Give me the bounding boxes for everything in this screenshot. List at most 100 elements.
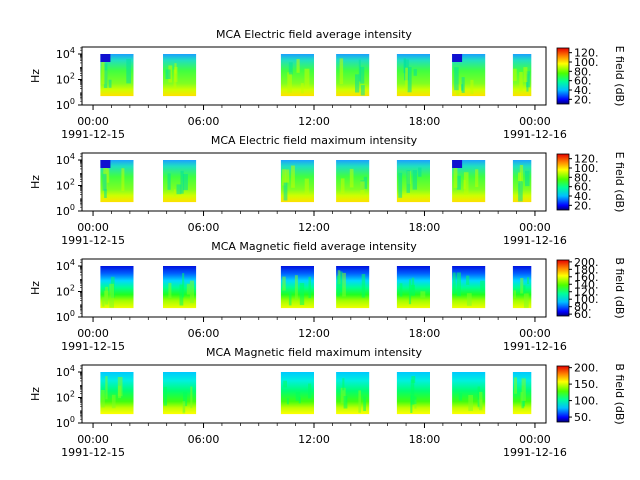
x-tick-label: 00:00 bbox=[77, 221, 109, 234]
colorbar-tick-label: 50. bbox=[574, 411, 592, 424]
x-tick-date: 1991-12-15 bbox=[61, 340, 125, 353]
spectrogram-texture bbox=[190, 386, 193, 409]
spectrogram-texture bbox=[282, 169, 286, 186]
spectrogram-texture bbox=[475, 169, 479, 188]
spectrogram-texture bbox=[527, 277, 530, 284]
spectrogram-texture bbox=[518, 172, 522, 184]
y-axis-label: Hz bbox=[29, 281, 42, 295]
x-tick-label: 18:00 bbox=[409, 115, 441, 128]
spectrogram-texture bbox=[106, 168, 110, 183]
spectrogram-texture bbox=[349, 168, 354, 188]
spectrogram-texture bbox=[189, 280, 194, 304]
spectrogram-texture bbox=[121, 168, 125, 191]
spectrogram-texture bbox=[163, 386, 167, 406]
colorbar-tick-label: 180. bbox=[574, 263, 599, 276]
spectrogram-texture bbox=[173, 189, 176, 197]
colorbar-tick-label: 100. bbox=[574, 56, 599, 69]
spectrogram-texture bbox=[111, 394, 116, 409]
colorbar-label: E field (dB) bbox=[613, 46, 626, 107]
spectrogram-texture bbox=[414, 399, 417, 409]
colorbar bbox=[556, 153, 570, 211]
y-tick-label: 100 bbox=[56, 415, 75, 430]
colorbar-tick-label: 120. bbox=[574, 153, 599, 166]
spectrogram-texture bbox=[304, 68, 310, 89]
spectrogram-texture bbox=[283, 380, 287, 388]
spectrogram-texture bbox=[413, 69, 417, 76]
spectrogram-texture bbox=[179, 284, 184, 306]
spectrogram-texture bbox=[287, 72, 292, 93]
spectrogram-texture bbox=[452, 272, 456, 294]
colorbar-tick-label: 60. bbox=[574, 181, 592, 194]
x-tick-date: 1991-12-16 bbox=[503, 234, 567, 247]
spectrogram-texture bbox=[513, 290, 516, 299]
spectrogram-texture bbox=[408, 279, 412, 305]
chart-panel-1: MCA Electric field average intensity 100 1… bbox=[29, 28, 626, 141]
spectrogram-texture bbox=[418, 167, 422, 177]
x-tick-date: 1991-12-16 bbox=[503, 340, 567, 353]
colorbar-tick-label: 40. bbox=[574, 190, 592, 203]
x-tick-label: 00:00 bbox=[519, 327, 551, 340]
spectrogram-texture bbox=[174, 63, 177, 74]
x-tick-label: 06:00 bbox=[188, 115, 220, 128]
spectrogram-texture bbox=[406, 170, 410, 193]
spectrogram-texture bbox=[165, 69, 171, 79]
colorbar-tick-label: 100. bbox=[574, 395, 599, 408]
spectrogram-texture bbox=[304, 178, 309, 195]
y-axis-label: Hz bbox=[29, 69, 42, 83]
spectrogram-texture bbox=[180, 170, 184, 194]
spectrogram-texture bbox=[458, 393, 463, 401]
spectrogram-texture bbox=[454, 67, 459, 91]
y-tick-label: 102 bbox=[56, 284, 75, 299]
spectrogram-texture bbox=[291, 165, 295, 188]
y-tick-label: 102 bbox=[56, 390, 75, 405]
spectrogram-texture bbox=[461, 77, 465, 93]
spectrogram-texture bbox=[176, 184, 182, 195]
spectrogram-low-patch bbox=[100, 160, 111, 168]
y-tick-label: 102 bbox=[56, 178, 75, 193]
spectrogram-low-patch bbox=[452, 160, 463, 168]
y-tick-label: 104 bbox=[56, 364, 75, 379]
spectrogram-texture bbox=[294, 275, 298, 300]
spectrogram-texture bbox=[343, 396, 348, 409]
spectrogram-texture bbox=[300, 83, 304, 94]
y-tick-label: 100 bbox=[56, 97, 75, 112]
spectrogram-texture bbox=[514, 377, 517, 394]
spectrogram-texture bbox=[363, 396, 366, 411]
spectrogram-texture bbox=[186, 283, 190, 295]
spectrogram-texture bbox=[103, 63, 108, 88]
spectrogram-texture bbox=[360, 181, 365, 195]
spectrogram-texture bbox=[340, 178, 345, 194]
spectrogram-texture bbox=[410, 284, 415, 296]
spectrogram-texture bbox=[339, 58, 344, 85]
x-tick-label: 00:00 bbox=[519, 433, 551, 446]
spectrogram-texture bbox=[174, 67, 178, 82]
colorbar-tick-label: 80. bbox=[574, 171, 592, 184]
spectrogram-texture bbox=[336, 275, 340, 297]
colorbar-tick-label: 80. bbox=[574, 65, 592, 78]
spectrogram-low-patch bbox=[452, 54, 463, 62]
spectrogram-texture bbox=[512, 68, 517, 82]
colorbar-tick-label: 200. bbox=[574, 362, 599, 375]
spectrogram-texture bbox=[398, 172, 403, 198]
y-tick-label: 100 bbox=[56, 309, 75, 324]
spectrogram-texture bbox=[288, 292, 292, 306]
spectrogram-texture bbox=[360, 66, 365, 84]
colorbar-tick-label: 200. bbox=[574, 256, 599, 269]
spectrogram-texture bbox=[358, 390, 361, 413]
x-tick-label: 00:00 bbox=[519, 221, 551, 234]
colorbar-tick-label: 160. bbox=[574, 271, 599, 284]
spectrogram-texture bbox=[407, 67, 412, 93]
spectrogram-texture bbox=[339, 271, 343, 292]
y-tick-label: 104 bbox=[56, 258, 75, 273]
y-tick-label: 104 bbox=[56, 152, 75, 167]
colorbar-tick-label: 60. bbox=[574, 308, 592, 321]
y-tick-label: 100 bbox=[56, 203, 75, 218]
spectrogram-texture bbox=[105, 376, 108, 400]
colorbar-tick-label: 120. bbox=[574, 286, 599, 299]
y-axis-label: Hz bbox=[29, 387, 42, 401]
x-tick-date: 1991-12-15 bbox=[61, 128, 125, 141]
colorbar bbox=[556, 259, 570, 317]
x-tick-date: 1991-12-15 bbox=[61, 234, 125, 247]
colorbar-tick-label: 60. bbox=[574, 75, 592, 88]
colorbar bbox=[556, 365, 570, 423]
